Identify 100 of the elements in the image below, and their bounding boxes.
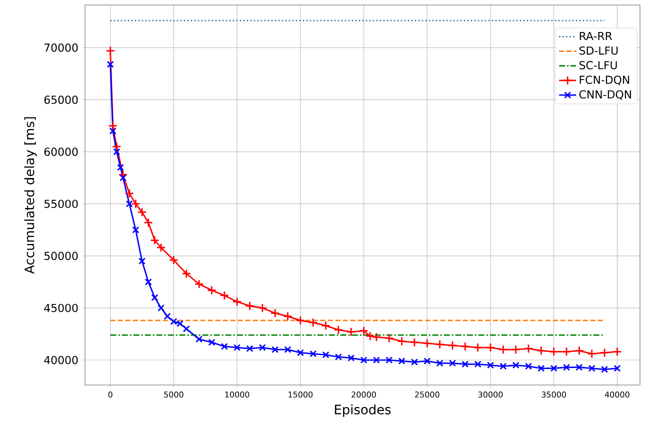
point	[258, 303, 268, 313]
y-tick-label: 65000	[44, 96, 78, 104]
point	[538, 364, 545, 372]
point	[296, 349, 304, 356]
y-axis-title: Accumulated delay [ms]	[24, 117, 37, 274]
point	[258, 344, 266, 352]
point	[474, 360, 482, 368]
point	[334, 353, 342, 360]
point	[360, 356, 368, 364]
point	[138, 258, 146, 265]
point	[410, 338, 420, 348]
point	[600, 348, 610, 358]
point	[574, 346, 584, 356]
point	[144, 278, 152, 286]
point	[524, 344, 534, 354]
legend-label: CNN-DQN	[579, 90, 631, 100]
point	[150, 236, 160, 245]
point	[410, 358, 418, 366]
point	[144, 218, 154, 228]
point	[498, 344, 508, 354]
point	[137, 207, 147, 217]
point	[308, 318, 318, 328]
point	[321, 320, 330, 330]
point	[270, 308, 280, 318]
point	[536, 346, 546, 356]
point	[512, 362, 520, 369]
point	[272, 346, 279, 354]
point	[460, 342, 470, 352]
point	[435, 340, 444, 350]
point	[372, 332, 382, 342]
point	[119, 174, 127, 182]
point	[283, 312, 292, 321]
point	[232, 297, 242, 306]
y-tick-label: 50000	[44, 252, 78, 260]
point	[245, 301, 254, 311]
point	[124, 188, 134, 198]
point	[182, 325, 190, 332]
point	[196, 336, 203, 343]
point	[310, 350, 317, 358]
point	[473, 342, 483, 352]
point	[208, 338, 216, 346]
y-tick-label: 55000	[44, 200, 78, 208]
point	[151, 294, 158, 302]
point	[207, 286, 216, 295]
point	[588, 364, 596, 372]
point	[448, 340, 458, 350]
point	[106, 60, 114, 68]
point	[524, 362, 532, 370]
point	[372, 356, 380, 364]
point	[587, 349, 597, 358]
point	[486, 362, 494, 369]
point	[158, 304, 165, 312]
y-tick-label: 45000	[44, 304, 78, 312]
point	[562, 346, 572, 356]
point	[169, 255, 178, 265]
point	[296, 316, 306, 326]
point	[118, 170, 128, 180]
point	[334, 325, 344, 335]
point	[246, 345, 254, 352]
y-tick-label: 60000	[44, 148, 78, 156]
point	[424, 358, 431, 365]
point	[284, 346, 292, 354]
legend-label: FCN-DQN	[580, 76, 630, 86]
point	[108, 121, 118, 130]
point	[220, 290, 230, 300]
point	[182, 268, 192, 278]
point	[113, 148, 120, 156]
legend-label: SC-LFU	[580, 61, 617, 70]
point	[384, 333, 394, 343]
point	[422, 338, 432, 348]
point	[550, 364, 558, 372]
point	[109, 127, 116, 134]
point	[156, 242, 166, 252]
point	[234, 344, 241, 352]
point	[164, 312, 171, 320]
point	[386, 356, 393, 364]
point	[436, 360, 444, 367]
point	[486, 342, 496, 352]
point	[397, 336, 406, 346]
point	[462, 360, 469, 368]
y-tick-label: 40000	[44, 356, 78, 364]
point	[132, 226, 140, 234]
point	[194, 279, 204, 289]
x-axis-title: Episodes	[334, 404, 391, 417]
point	[562, 364, 570, 371]
point	[614, 364, 621, 372]
point	[112, 142, 122, 152]
point	[126, 200, 133, 208]
point	[448, 360, 456, 367]
y-tick-label: 70000	[44, 44, 78, 52]
point	[346, 327, 356, 337]
point	[576, 364, 583, 371]
point	[106, 46, 116, 56]
point	[116, 164, 124, 171]
point	[612, 346, 622, 356]
point	[398, 358, 406, 365]
point	[130, 199, 140, 209]
point	[601, 366, 608, 373]
point	[322, 351, 330, 358]
point	[500, 362, 507, 370]
